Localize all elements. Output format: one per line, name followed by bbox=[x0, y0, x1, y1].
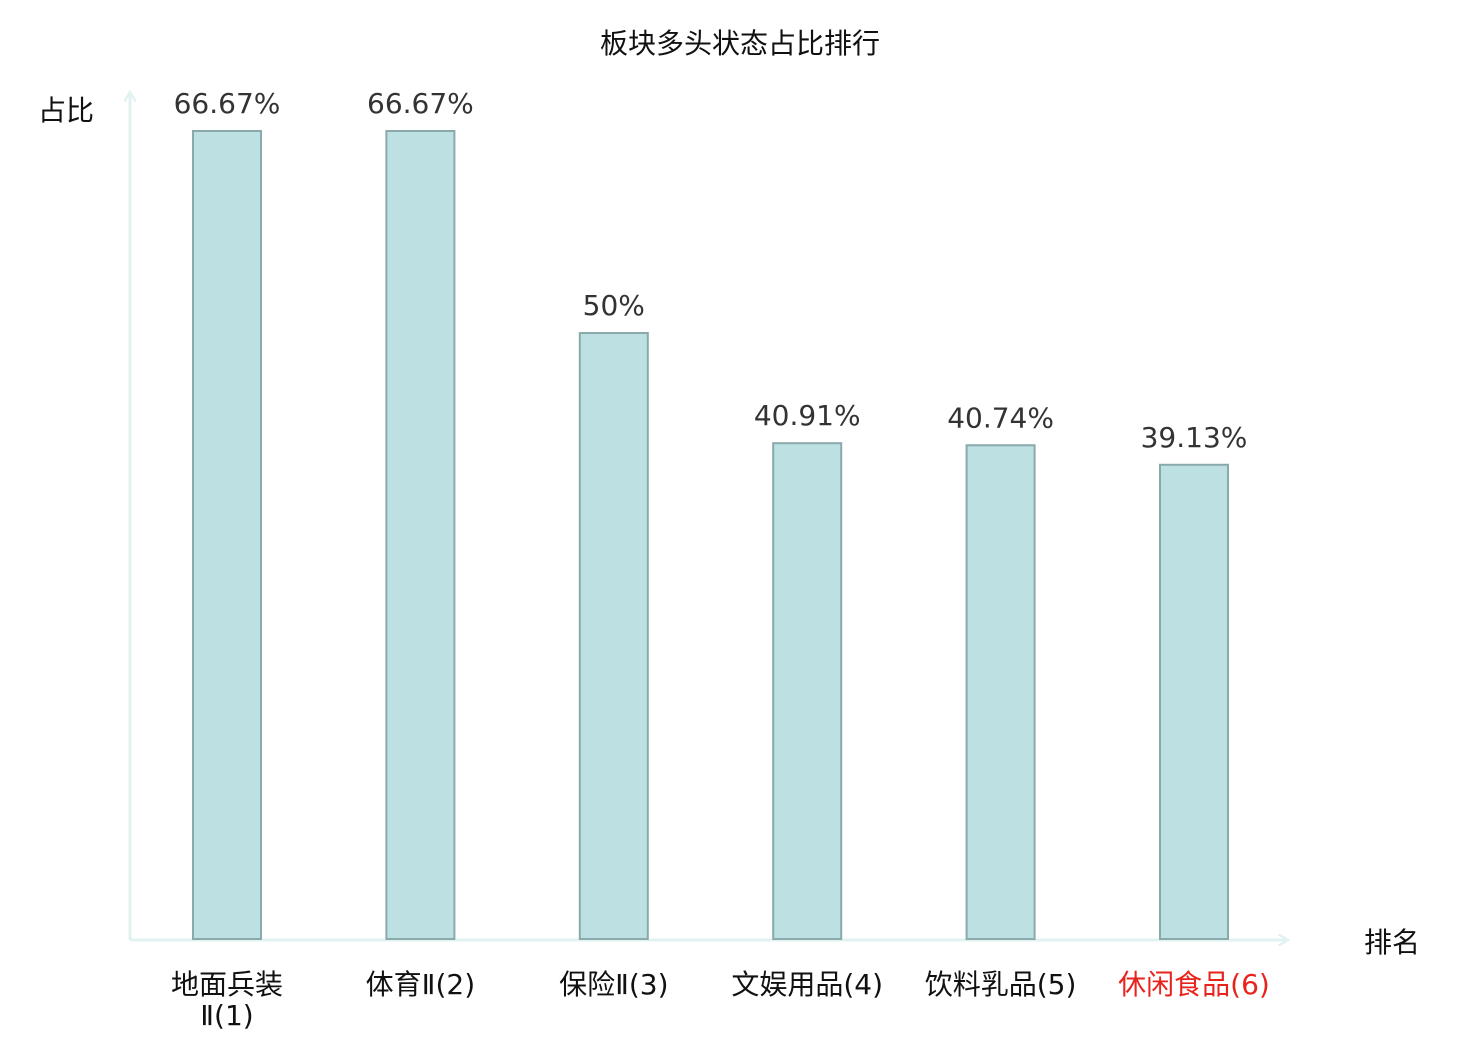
chart-title: 板块多头状态占比排行 bbox=[600, 27, 880, 60]
bar-3 bbox=[578, 332, 649, 941]
value-label-2: 66.67% bbox=[367, 87, 474, 120]
category-label-1-line-1: 地面兵装 bbox=[171, 968, 283, 1001]
bar-1 bbox=[192, 130, 262, 940]
bars-group bbox=[192, 130, 1229, 941]
y-axis-label: 占比 bbox=[38, 94, 94, 127]
category-label-1-line-2: Ⅱ(1) bbox=[200, 999, 253, 1032]
value-label-6: 39.13% bbox=[1141, 421, 1248, 454]
value-label-4: 40.91% bbox=[754, 399, 861, 432]
category-label-5: 饮料乳品(5) bbox=[925, 968, 1077, 1001]
category-label-3: 保险Ⅱ(3) bbox=[559, 968, 668, 1001]
bar-4 bbox=[772, 442, 843, 940]
value-label-5: 40.74% bbox=[947, 401, 1054, 434]
value-label-1: 66.67% bbox=[174, 87, 281, 120]
bar-5 bbox=[965, 444, 1036, 940]
category-label-6: 休闲食品(6) bbox=[1118, 968, 1270, 1001]
value-labels-group: 66.67% 66.67% 50% 40.91% 40.74% 39.13% bbox=[174, 87, 1248, 454]
category-label-2: 体育Ⅱ(2) bbox=[366, 968, 475, 1001]
bar-2 bbox=[385, 130, 456, 940]
x-axis-label: 排名 bbox=[1364, 926, 1420, 959]
bar-6 bbox=[1159, 463, 1229, 940]
category-label-4: 文娱用品(4) bbox=[731, 968, 883, 1001]
value-label-3: 50% bbox=[583, 289, 645, 322]
